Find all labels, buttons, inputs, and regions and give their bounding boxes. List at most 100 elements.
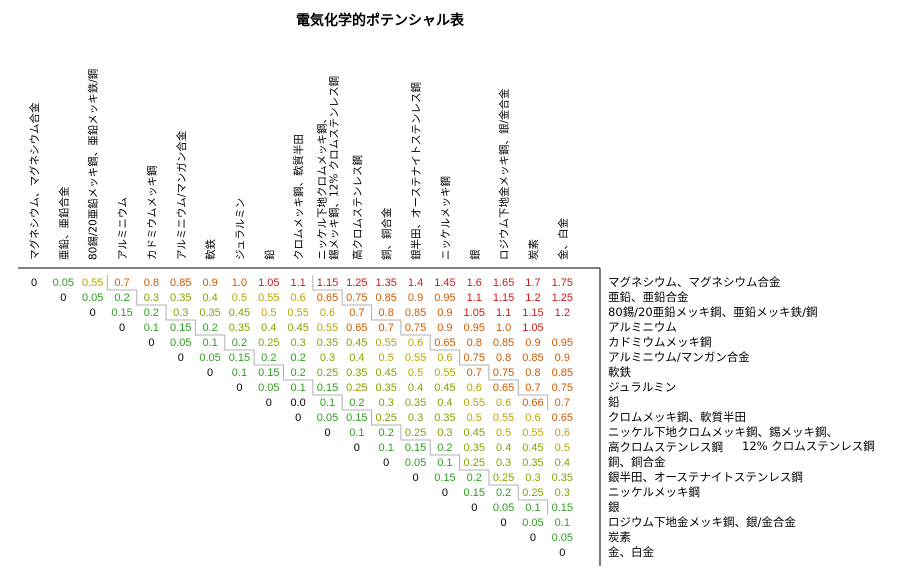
table-cell: 0.35: [170, 292, 191, 304]
table-cell: 0.66: [522, 397, 543, 409]
table-cell: 0.55: [258, 292, 279, 304]
table-cell: 0.45: [287, 322, 308, 334]
table-cell: 0.2: [291, 367, 306, 379]
table-cell: 0: [119, 322, 125, 334]
table-cell: 0.1: [291, 382, 306, 394]
column-label: ジュラルミン: [234, 198, 246, 260]
table-cell: 0.95: [552, 337, 573, 349]
table-cell: 0.9: [525, 337, 540, 349]
table-cell: 0.85: [522, 352, 543, 364]
table-cell: 0: [236, 382, 242, 394]
table-cell: 1.7: [525, 277, 540, 289]
table-cell: 0.85: [552, 367, 573, 379]
table-cell: 1.75: [552, 277, 573, 289]
table-cell: 1.15: [493, 292, 514, 304]
table-cell: 0.4: [437, 397, 452, 409]
table-cell: 0.05: [493, 502, 514, 514]
table-cell: 0.25: [317, 367, 338, 379]
table-cell: 0: [295, 412, 301, 424]
table-cell: 0.4: [261, 322, 276, 334]
table-cell: 0.15: [229, 352, 250, 364]
table-cell: 0.9: [202, 277, 217, 289]
threshold-step-line: [312, 275, 549, 410]
table-cell: 0.05: [258, 382, 279, 394]
row-label: マグネシウム、マグネシウム合金: [608, 275, 781, 289]
row-label: 炭素: [608, 530, 631, 544]
table-cell: 0.55: [405, 352, 426, 364]
table-cell: 0.45: [464, 427, 485, 439]
table-cell: 0.55: [493, 412, 514, 424]
table-cell: 0.65: [434, 337, 455, 349]
column-label: 金、白金: [556, 218, 569, 260]
table-cell: 0.15: [170, 322, 191, 334]
table-cell: 1.0: [232, 277, 247, 289]
table-cell: 1.25: [552, 292, 573, 304]
column-label: 炭素: [527, 239, 540, 260]
table-cell: 0.1: [437, 457, 452, 469]
table-cell: 0.4: [349, 352, 364, 364]
table-cell: 0.9: [437, 307, 452, 319]
table-cell: 1.1: [496, 307, 511, 319]
table-cell: 0.3: [408, 412, 423, 424]
table-cell: 0.2: [114, 292, 129, 304]
column-label: 軟鉄: [204, 239, 217, 260]
column-label: 亜鉛、亜鉛合金: [57, 186, 70, 260]
table-cell: 0.0: [291, 397, 306, 409]
table-cell: 0.8: [525, 367, 540, 379]
table-cell: 0.15: [405, 442, 426, 454]
table-cell: 0.55: [82, 277, 103, 289]
table-cell: 0.35: [317, 337, 338, 349]
table-cell: 0.35: [522, 457, 543, 469]
row-label: 80錫/20亜鉛メッキ鋼、亜鉛メッキ鉄/鋼: [608, 305, 818, 319]
column-label: ロジウム下地金メッキ鋼、銀/金合金: [498, 88, 511, 260]
row-label: 亜鉛、亜鉛合金: [608, 290, 689, 304]
table-cell: 0.1: [349, 427, 364, 439]
column-label: 鉛: [263, 249, 276, 260]
table-cell: 0.3: [291, 337, 306, 349]
table-cell: 0.65: [317, 292, 338, 304]
table-cell: 0.25: [493, 472, 514, 484]
table-cell: 0.7: [467, 367, 482, 379]
table-cell: 0.05: [53, 277, 74, 289]
table-cell: 0.15: [552, 502, 573, 514]
table-cell: 0.4: [496, 442, 511, 454]
table-cell: 0.2: [496, 487, 511, 499]
table-cell: 1.45: [434, 277, 455, 289]
table-cell: 1.4: [408, 277, 423, 289]
table-cell: 0.6: [320, 307, 335, 319]
table-cell: 0.25: [405, 427, 426, 439]
table-cell: 0.45: [522, 442, 543, 454]
table-cell: 0.1: [202, 337, 217, 349]
table-cell: 0.3: [144, 292, 159, 304]
table-cell: 0.15: [346, 412, 367, 424]
table-cell: 1.65: [493, 277, 514, 289]
table-cell: 0.9: [437, 322, 452, 334]
table-cell: 0.25: [522, 487, 543, 499]
row-label: アルミニウム/マンガン合金: [608, 350, 750, 364]
table-cell: 1.2: [555, 307, 570, 319]
table-cell: 0: [31, 277, 37, 289]
table-cell: 0.5: [467, 412, 482, 424]
table-cell: 0.1: [320, 397, 335, 409]
row-label-continuation: 12% クロムステンレス鋼: [742, 439, 875, 453]
table-cell: 0: [178, 352, 184, 364]
table-cell: 0.55: [287, 307, 308, 319]
table-cell: 0.55: [464, 397, 485, 409]
row-label: ジュラルミン: [608, 380, 676, 394]
table-cell: 0.55: [375, 337, 396, 349]
row-label: カドミウムメッキ鋼: [608, 335, 712, 349]
table-cell: 0.5: [408, 367, 423, 379]
table-cell: 0.25: [346, 382, 367, 394]
table-cell: 0.9: [555, 352, 570, 364]
table-cell: 0: [354, 442, 360, 454]
table-cell: 0: [530, 532, 536, 544]
column-label: 80錫/20亜鉛メッキ鋼、亜鉛メッキ鉄/鋼: [87, 69, 100, 260]
table-cell: 0.15: [317, 382, 338, 394]
row-label: 銅、銅合金: [608, 455, 666, 469]
table-cell: 0.15: [111, 307, 132, 319]
table-cell: 0.4: [202, 292, 217, 304]
table-cell: 0.1: [232, 367, 247, 379]
table-cell: 0.7: [379, 322, 394, 334]
table-cell: 0.1: [379, 442, 394, 454]
row-label: 高クロムステンレス鋼: [608, 440, 723, 454]
